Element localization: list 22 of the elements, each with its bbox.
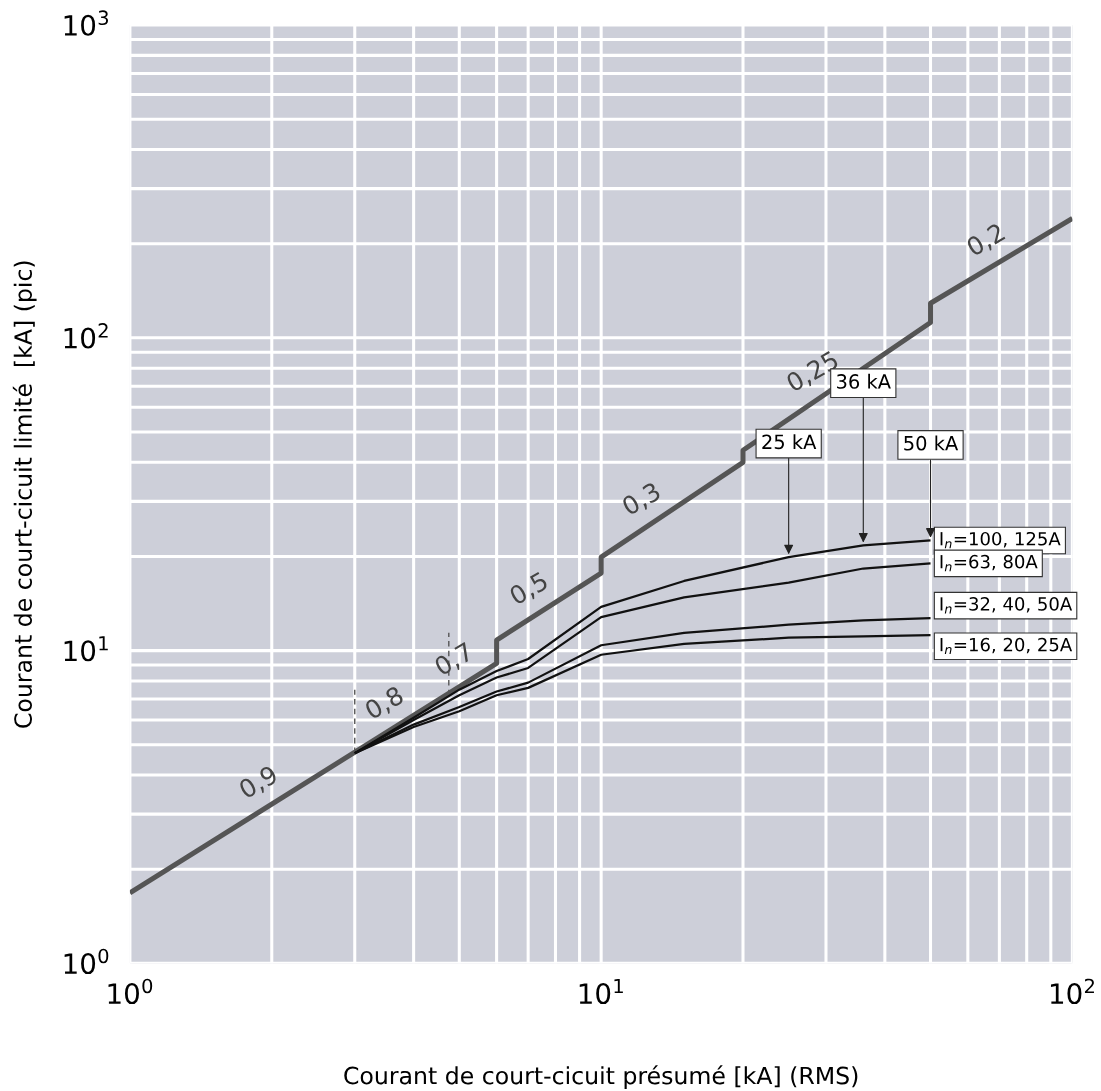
annotation: 0,2: [965, 222, 1007, 259]
y-tick-label: 10$^{3}$: [64, 10, 109, 36]
series-label: I$_{n}$=32, 40, 50A: [940, 597, 1073, 614]
series-label: I$_{n}$=100, 125A: [940, 531, 1061, 549]
annotation: 25 kA: [762, 434, 817, 450]
annotation: 0,9: [237, 764, 280, 802]
y-tick-label: 10$^{2}$: [64, 323, 108, 349]
y-tick-label: 10$^{0}$: [64, 948, 109, 975]
annotation: 0,8: [363, 685, 406, 723]
series-label: I$_{n}$=63, 80A: [940, 554, 1038, 572]
y-axis-title: Courant de court-cicuit limité [kA] (pic): [12, 261, 37, 728]
annotation: 0,5: [508, 571, 550, 608]
annotation: 36 kA: [837, 373, 891, 389]
x-axis-title: Courant de court-cicuit présumé [kA] (RMS): [344, 1065, 858, 1090]
x-tick-label: 10$^{1}$: [579, 978, 623, 1005]
annotation: 0,7: [433, 641, 476, 679]
x-tick-label: 10$^{0}$: [108, 978, 153, 1005]
annotation: 0,3: [620, 481, 663, 519]
y-tick-label: 10$^{1}$: [64, 636, 108, 662]
series-label: I$_{n}$=16, 20, 25A: [940, 637, 1073, 655]
x-tick-label: 10$^{2}$: [1050, 978, 1094, 1005]
annotation: 50 kA: [904, 435, 959, 451]
